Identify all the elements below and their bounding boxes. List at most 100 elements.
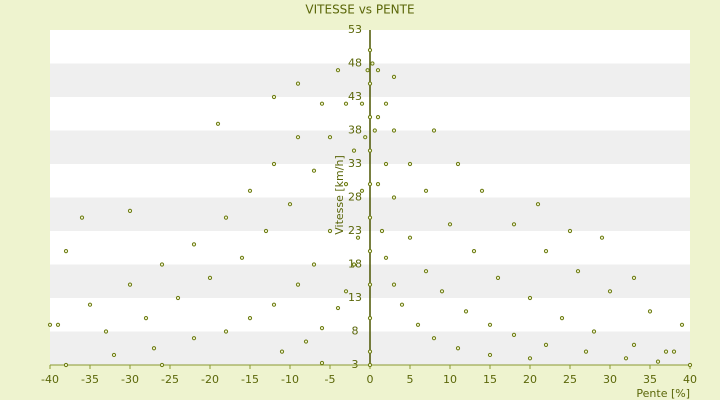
point: [335, 305, 341, 311]
point: [79, 215, 85, 220]
point: [463, 309, 469, 314]
x-tick-label: 40: [683, 373, 697, 386]
point: [399, 302, 405, 307]
point: [591, 329, 597, 334]
point: [367, 81, 373, 86]
point: [263, 228, 269, 234]
point: [295, 282, 301, 287]
x-tick-label: -25: [161, 373, 179, 386]
point: [175, 295, 181, 301]
point: [431, 336, 437, 341]
point: [159, 362, 165, 368]
x-tick-label: 15: [483, 373, 497, 386]
y-tick-label: 28: [348, 191, 362, 204]
point: [247, 316, 253, 321]
point: [343, 182, 349, 187]
point: [319, 101, 325, 106]
x-tick-label: 5: [407, 373, 414, 386]
point: [439, 289, 445, 294]
point: [55, 322, 61, 327]
point: [471, 249, 477, 254]
point: [367, 215, 373, 220]
point: [367, 148, 373, 153]
point: [671, 349, 677, 354]
point: [365, 68, 370, 73]
point: [559, 316, 565, 321]
point: [383, 255, 389, 260]
point: [303, 339, 309, 344]
x-tick-label: -20: [201, 373, 219, 386]
x-tick-label: -15: [241, 373, 259, 386]
point: [363, 135, 368, 140]
point: [391, 74, 397, 80]
point: [159, 262, 165, 267]
point: [319, 360, 325, 366]
point: [415, 322, 421, 327]
point: [367, 316, 373, 321]
point: [327, 135, 333, 140]
point: [391, 128, 397, 133]
point: [375, 182, 381, 187]
point: [631, 275, 637, 280]
x-tick-label: 0: [367, 373, 374, 386]
point: [191, 336, 197, 341]
point: [367, 182, 373, 187]
point: [279, 349, 285, 354]
point: [447, 222, 453, 227]
point: [87, 302, 93, 307]
point: [111, 352, 117, 358]
x-tick-label: 25: [563, 373, 577, 386]
point: [379, 228, 385, 234]
point: [687, 362, 693, 368]
y-tick-label: 13: [348, 291, 362, 304]
point: [479, 188, 485, 193]
point: [295, 81, 301, 86]
point: [287, 202, 293, 207]
x-axis-label: Pente [%]: [636, 387, 690, 400]
point: [391, 282, 397, 287]
point: [351, 262, 357, 267]
point: [367, 115, 373, 120]
point: [127, 282, 133, 287]
point: [207, 275, 213, 280]
x-tick-label: -40: [41, 373, 59, 386]
point: [511, 332, 517, 337]
point: [191, 242, 197, 247]
point: [527, 295, 533, 301]
point: [311, 168, 317, 173]
point: [383, 101, 389, 106]
point: [607, 289, 613, 294]
point: [679, 322, 685, 327]
x-tick-label: -35: [81, 373, 99, 386]
point: [359, 101, 365, 106]
point: [223, 215, 229, 220]
y-tick-label: 48: [348, 57, 362, 70]
point: [370, 61, 375, 66]
point: [223, 329, 229, 334]
point: [391, 195, 397, 200]
point: [567, 228, 573, 234]
point: [599, 235, 605, 240]
point: [663, 349, 669, 354]
point: [543, 342, 549, 347]
point: [487, 322, 493, 327]
point: [543, 249, 549, 254]
point: [151, 346, 157, 351]
x-tick-label: -5: [325, 373, 336, 386]
point: [63, 362, 69, 368]
point: [271, 94, 277, 100]
point: [239, 255, 245, 260]
point: [575, 269, 581, 274]
point: [407, 235, 413, 240]
point: [375, 68, 381, 73]
point: [343, 289, 349, 294]
point: [359, 188, 365, 193]
y-axis-label: Vitesse [km/h]: [333, 155, 346, 235]
x-tick-label: -10: [281, 373, 299, 386]
point: [367, 48, 373, 53]
point: [655, 359, 661, 364]
point: [647, 309, 653, 314]
point: [623, 356, 629, 361]
chart-title: VITESSE vs PENTE: [305, 3, 414, 17]
